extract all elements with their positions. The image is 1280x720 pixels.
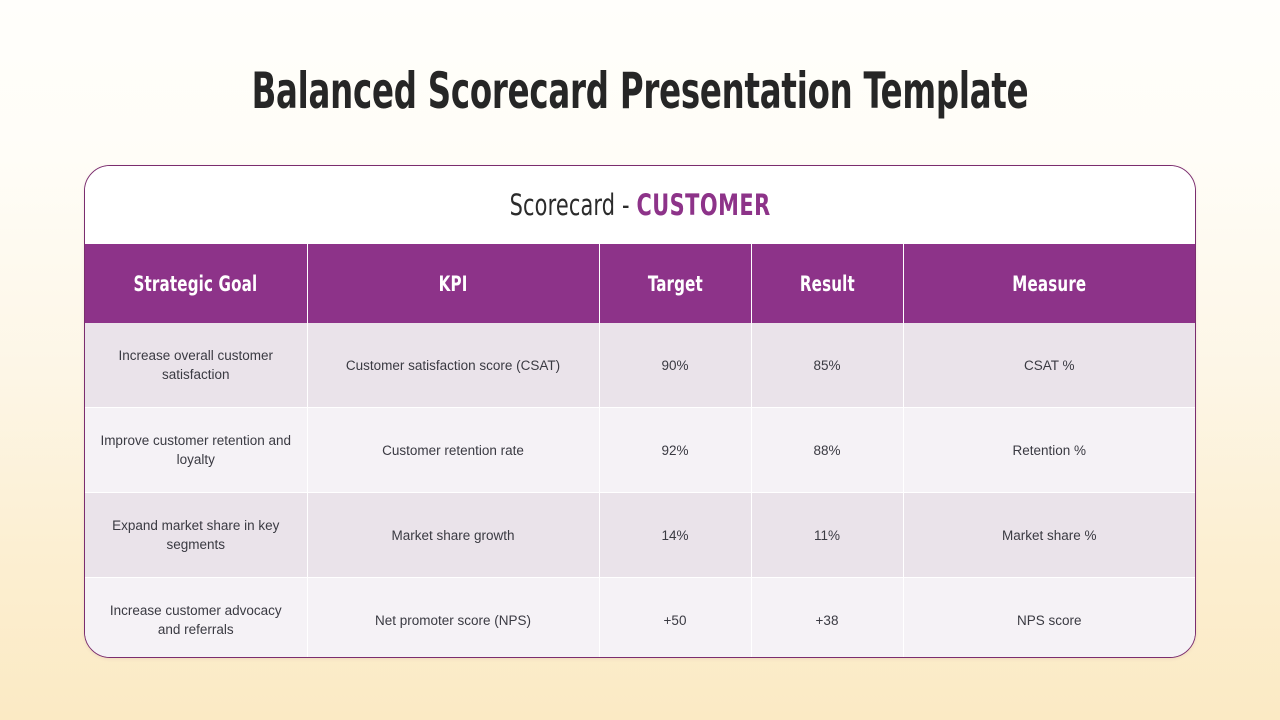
cell-strategic-goal: Increase overall customer satisfaction [85,323,308,408]
column-header-result: Result [751,244,904,323]
column-header-kpi-label: KPI [438,271,468,296]
cell-result: 85% [751,323,904,408]
card-header: Scorecard - CUSTOMER [85,166,1195,244]
column-header-strategic-goal-label: Strategic Goal [133,271,258,296]
cell-kpi: Customer retention rate [307,407,600,493]
table-row: Improve customer retention and loyalty C… [85,407,1195,493]
column-header-target: Target [599,244,752,323]
column-header-measure-label: Measure [1012,271,1087,296]
cell-measure: CSAT % [903,323,1195,408]
cell-measure: Retention % [903,407,1195,493]
cell-strategic-goal: Improve customer retention and loyalty [85,407,308,493]
column-header-strategic-goal: Strategic Goal [85,244,308,323]
cell-result: +38 [751,577,904,657]
page-title: Balanced Scorecard Presentation Template [251,62,1029,120]
table-row: Increase overall customer satisfaction C… [85,323,1195,408]
cell-target: +50 [599,577,752,657]
cell-measure: NPS score [903,577,1195,657]
cell-target: 14% [599,492,752,578]
table-header-row: Strategic Goal KPI Target Result Measure [85,244,1195,323]
cell-target: 92% [599,407,752,493]
scorecard-card: Scorecard - CUSTOMER Strategic Goal KPI … [84,165,1196,658]
scorecard-heading-prefix: Scorecard - [509,188,637,222]
cell-strategic-goal: Increase customer advocacy and referrals [85,577,308,657]
table-row: Expand market share in key segments Mark… [85,492,1195,578]
cell-measure: Market share % [903,492,1195,578]
table-body: Increase overall customer satisfaction C… [85,323,1195,657]
scorecard-heading: Scorecard - CUSTOMER [509,188,770,222]
column-header-kpi: KPI [307,244,600,323]
column-header-target-label: Target [647,271,703,296]
scorecard-table: Strategic Goal KPI Target Result Measure… [85,244,1195,657]
cell-kpi: Customer satisfaction score (CSAT) [307,323,600,408]
cell-kpi: Market share growth [307,492,600,578]
table-header: Strategic Goal KPI Target Result Measure [85,244,1195,323]
cell-target: 90% [599,323,752,408]
table-row: Increase customer advocacy and referrals… [85,577,1195,657]
cell-result: 11% [751,492,904,578]
column-header-measure: Measure [903,244,1195,323]
scorecard-perspective-label: CUSTOMER [636,188,771,222]
cell-strategic-goal: Expand market share in key segments [85,492,308,578]
column-header-result-label: Result [799,271,855,296]
cell-kpi: Net promoter score (NPS) [307,577,600,657]
cell-result: 88% [751,407,904,493]
